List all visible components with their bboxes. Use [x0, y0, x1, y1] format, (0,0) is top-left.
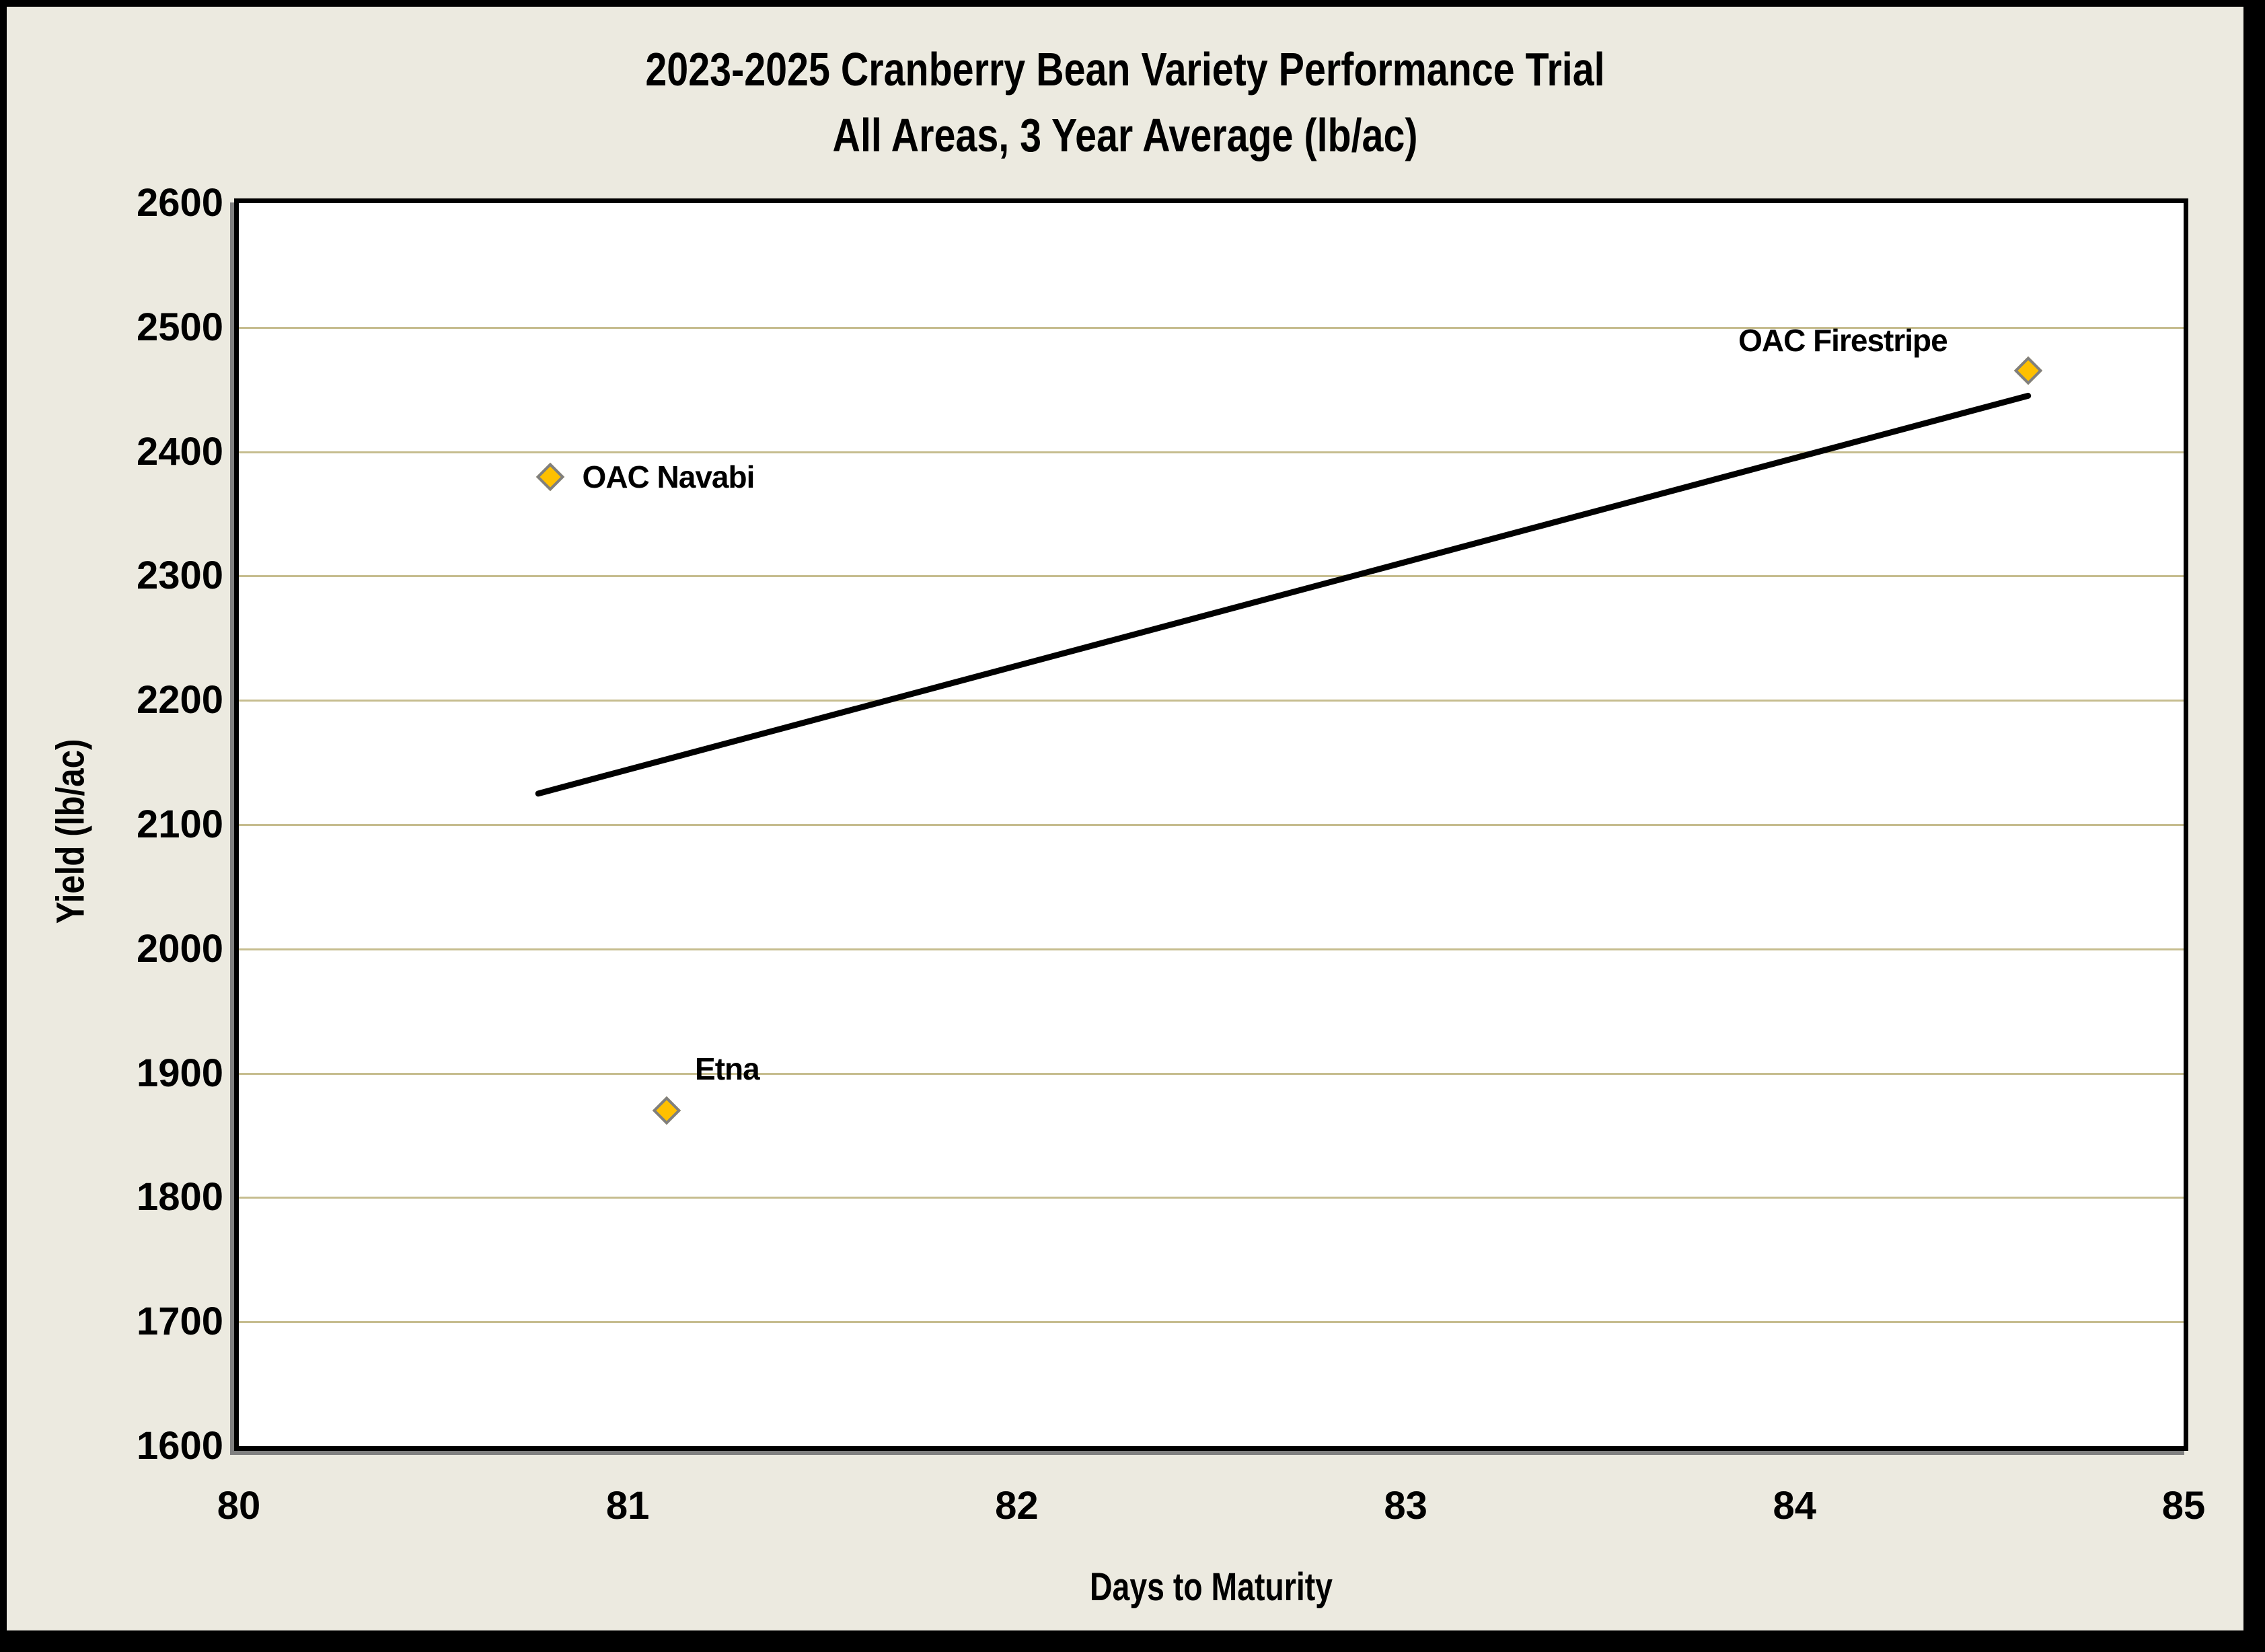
chart-title-line2: All Areas, 3 Year Average (lb/ac)	[832, 109, 1418, 161]
y-axis-tick-labels: 1600 1700 1800 1900 2000 2100 2200 2300 2400 2500…	[7, 184, 223, 1466]
y-tick-1600: 1600	[136, 1424, 223, 1468]
gridline-y-1900	[239, 1072, 2184, 1075]
x-axis-tick-labels: 80 81 82 83 84 85	[217, 1483, 2206, 1530]
y-tick-2200: 2200	[136, 678, 223, 722]
y-tick-2600: 2600	[136, 181, 223, 225]
x-tick-80: 80	[217, 1484, 261, 1528]
y-tick-1700: 1700	[136, 1300, 223, 1344]
y-tick-2400: 2400	[136, 429, 223, 474]
data-point-label-1: Etna	[695, 1051, 760, 1087]
chart-title: 2023-2025 Cranberry Bean Variety Perform…	[7, 36, 2243, 168]
gridline-y-2100	[239, 824, 2184, 826]
chart-canvas: 2023-2025 Cranberry Bean Variety Perform…	[7, 7, 2243, 1630]
trendline	[535, 392, 2032, 797]
gridline-y-2500	[239, 326, 2184, 329]
y-tick-1900: 1900	[136, 1051, 223, 1095]
gridline-y-1700	[239, 1321, 2184, 1324]
x-axis-title: Days to Maturity	[1090, 1565, 1333, 1609]
y-tick-2300: 2300	[136, 554, 223, 598]
gridline-y-1800	[239, 1197, 2184, 1199]
y-tick-2500: 2500	[136, 305, 223, 349]
y-tick-1800: 1800	[136, 1175, 223, 1219]
gridline-y-2400	[239, 451, 2184, 453]
x-tick-81: 81	[605, 1484, 650, 1528]
y-tick-2100: 2100	[136, 802, 223, 846]
gridline-y-2300	[239, 575, 2184, 578]
gridline-y-2200	[239, 700, 2184, 702]
x-tick-82: 82	[995, 1484, 1039, 1528]
gridline-y-2000	[239, 948, 2184, 950]
chart-title-line1: 2023-2025 Cranberry Bean Variety Perform…	[645, 43, 1605, 96]
x-tick-84: 84	[1773, 1484, 1817, 1528]
plot-area: OAC Navabi Etna OAC Firestripe	[234, 198, 2188, 1451]
x-tick-83: 83	[1384, 1484, 1427, 1528]
data-point-label-2: OAC Firestripe	[1738, 323, 1948, 359]
x-tick-85: 85	[2161, 1484, 2206, 1528]
y-tick-2000: 2000	[136, 926, 223, 971]
data-point-label-0: OAC Navabi	[582, 459, 755, 494]
